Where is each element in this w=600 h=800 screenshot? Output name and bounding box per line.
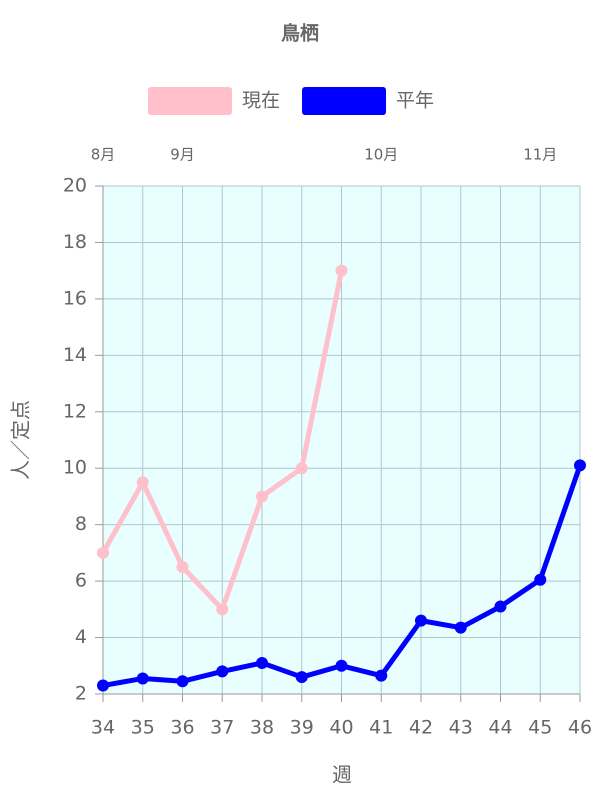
y-tick-label: 4 [75,626,87,648]
point [176,675,189,688]
point [256,656,268,669]
point [335,659,348,672]
x-tick-label: 42 [409,717,433,739]
point [176,561,189,573]
x-tick-label: 39 [290,717,314,739]
point [216,665,229,678]
x-tick-label: 46 [568,717,592,739]
month-label: 11月 [523,146,557,164]
point [494,600,507,613]
x-tick-label: 40 [329,717,353,739]
point [97,679,109,692]
point [534,573,547,586]
point [415,614,427,627]
x-tick-label: 43 [449,717,473,739]
x-axis-label: 週 [332,763,352,787]
x-tick-label: 41 [369,717,393,739]
legend-label: 平年 [396,90,434,112]
point [216,603,229,616]
y-tick-label: 16 [63,287,87,309]
month-label: 9月 [170,146,195,164]
point [375,669,388,682]
y-axis-label: 人／定点 [9,400,33,480]
month-label: 10月 [364,146,398,164]
x-tick-label: 36 [170,717,194,739]
x-tick-label: 45 [528,717,552,739]
y-tick-label: 12 [63,400,87,422]
y-tick-label: 14 [63,344,87,366]
point [136,476,149,489]
point [97,546,109,559]
point [295,671,308,684]
x-tick-label: 34 [91,717,115,739]
point [335,264,348,277]
point [295,462,308,475]
legend-swatch [148,87,232,115]
y-tick-label: 18 [63,231,87,253]
point [256,490,268,503]
x-tick-label: 44 [488,717,512,739]
y-tick-label: 10 [63,457,87,479]
legend-label: 現在 [242,90,280,112]
month-label: 8月 [91,146,116,164]
y-tick-label: 20 [63,175,87,197]
x-tick-label: 37 [210,717,234,739]
point [454,621,467,634]
point [574,459,586,472]
point [136,672,149,685]
x-tick-label: 38 [250,717,274,739]
chart-title: 鳥栖 [281,22,319,45]
x-tick-label: 35 [131,717,155,739]
y-tick-label: 8 [75,513,87,535]
y-tick-label: 6 [75,570,87,592]
y-tick-label: 2 [75,683,87,705]
legend-swatch [302,87,387,115]
